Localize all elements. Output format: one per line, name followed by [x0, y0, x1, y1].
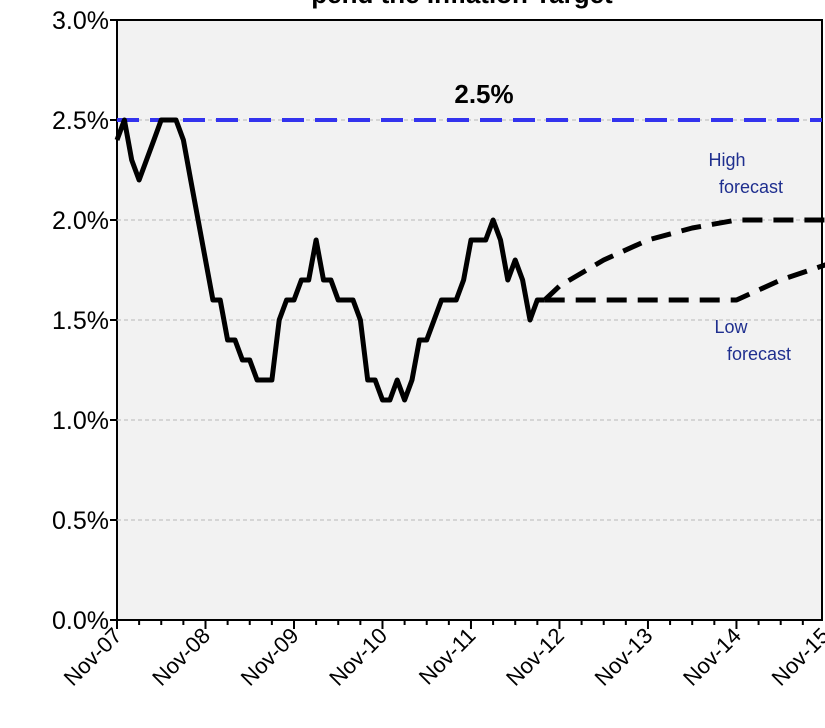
x-tick-label: Nov-13: [590, 623, 658, 691]
high-forecast-line: [542, 217, 825, 302]
y-tick-label: 2.0%: [52, 207, 109, 235]
x-tick-label: Nov-12: [501, 623, 569, 691]
series-group: [114, 117, 825, 403]
x-axis: Nov-07 Nov-08 Nov-09 Nov-10 Nov-11 Nov-12 Nov-…: [59, 620, 825, 691]
y-tick-label: 1.5%: [52, 307, 109, 335]
y-tick-label: 0.5%: [52, 507, 109, 535]
low-forecast-line2: forecast: [727, 344, 791, 364]
x-tick-label: Nov-11: [414, 623, 481, 690]
low-forecast-annotation: Low forecast: [714, 317, 791, 364]
target-label: 2.5%: [454, 79, 513, 109]
y-tick-label: 2.5%: [52, 107, 109, 135]
x-tick-label: Nov-14: [678, 623, 746, 691]
low-forecast-line: [544, 262, 825, 303]
low-forecast-line1: Low: [714, 317, 748, 337]
chart-title: pend the Inflation Target: [311, 0, 613, 9]
high-forecast-line1: High: [708, 150, 745, 170]
x-tick-label: Nov-10: [324, 623, 392, 691]
x-tick-label: Nov-15: [767, 623, 825, 691]
actual-inflation-line: [114, 117, 545, 403]
y-axis: 0.0% 0.5% 1.0% 1.5% 2.0% 2.5% 3.0%: [52, 7, 117, 635]
high-forecast-line2: forecast: [719, 177, 783, 197]
x-tick-label: Nov-09: [236, 623, 304, 691]
y-tick-label: 0.0%: [52, 607, 109, 635]
y-tick-label: 3.0%: [52, 7, 109, 35]
y-tick-label: 1.0%: [52, 407, 109, 435]
high-forecast-annotation: High forecast: [708, 150, 783, 197]
grid: [117, 119, 822, 521]
x-tick-label: Nov-08: [147, 623, 215, 691]
